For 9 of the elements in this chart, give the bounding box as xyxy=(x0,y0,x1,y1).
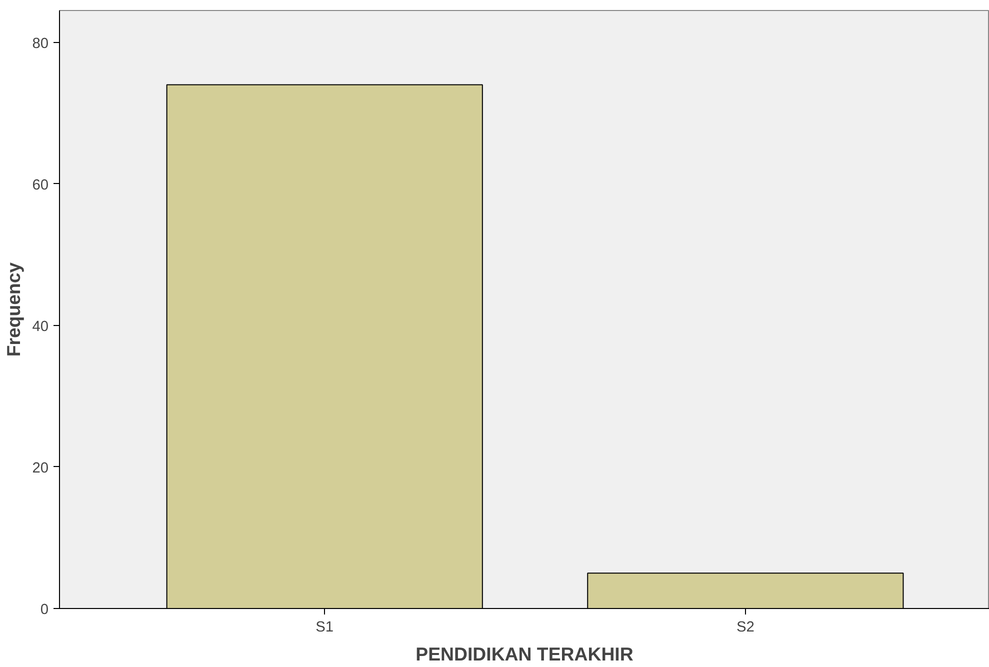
y-tick-label: 80 xyxy=(32,36,49,52)
x-tick-label: S1 xyxy=(316,620,334,636)
y-tick-label: 0 xyxy=(40,602,49,618)
x-axis-title: PENDIDIKAN TERAKHIR xyxy=(416,644,634,664)
y-tick-label: 20 xyxy=(32,460,49,476)
y-axis-title: Frequency xyxy=(3,262,24,357)
y-tick-label: 60 xyxy=(32,177,49,194)
x-tick-label: S2 xyxy=(736,620,754,636)
y-tick-label: 40 xyxy=(32,318,49,335)
